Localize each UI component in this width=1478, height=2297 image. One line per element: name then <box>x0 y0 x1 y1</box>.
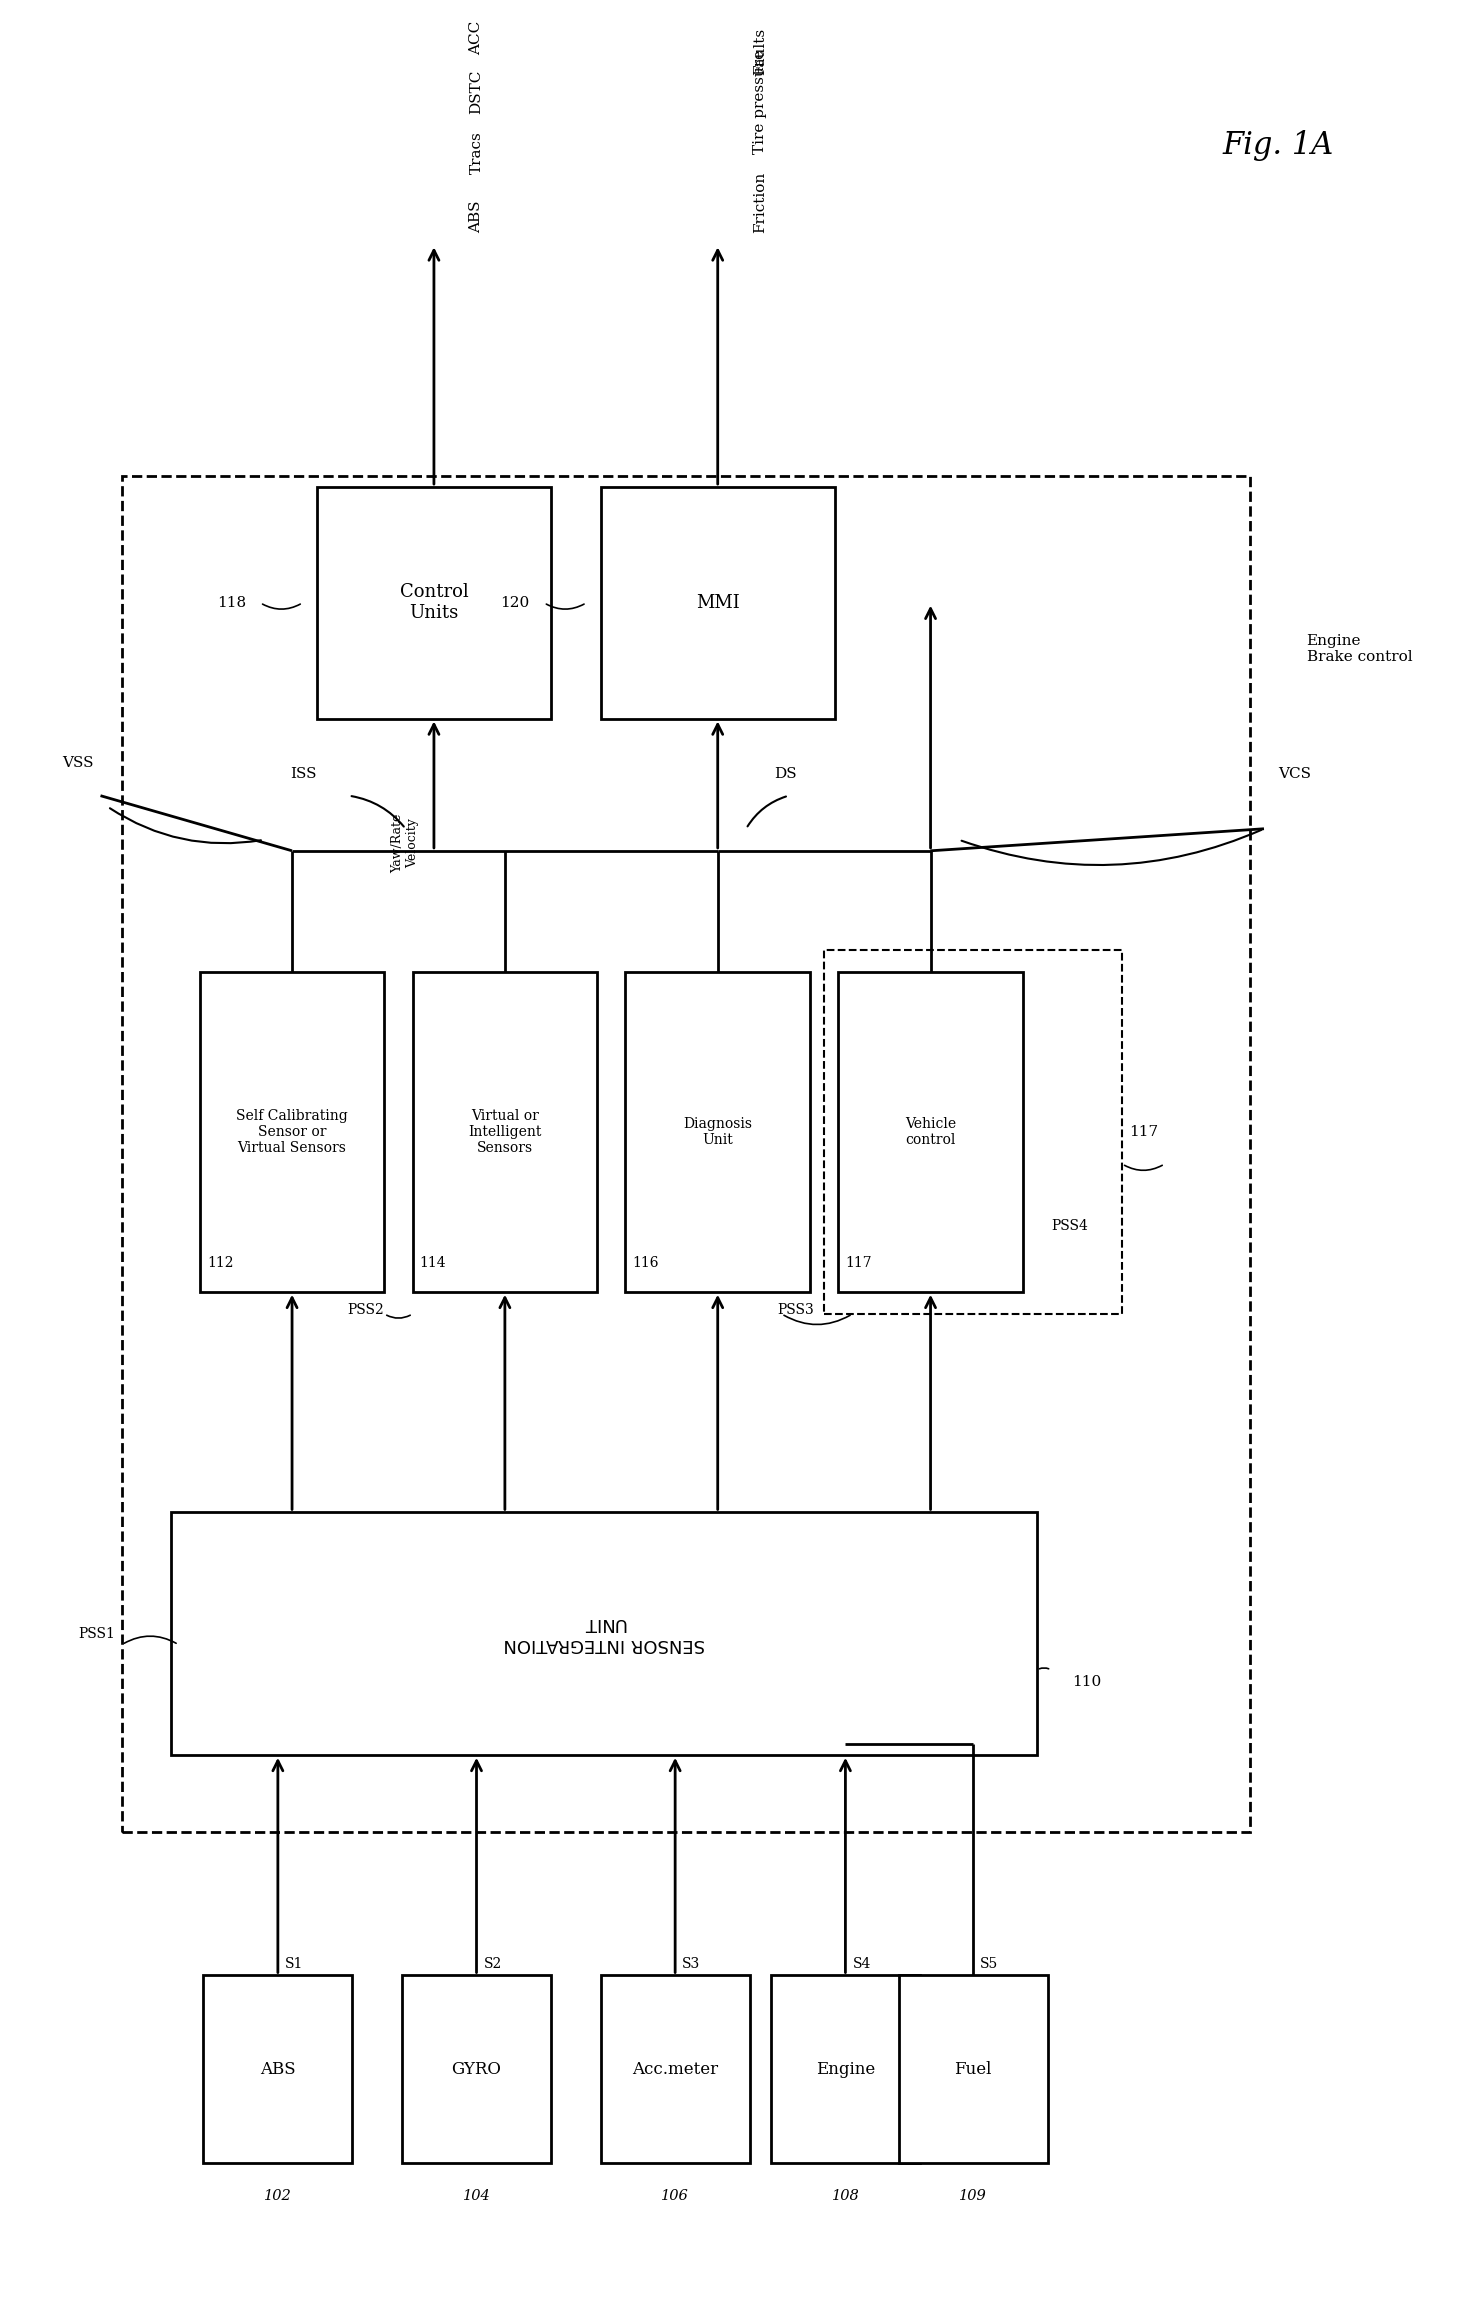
Text: VCS: VCS <box>1278 767 1311 781</box>
Text: PSS2: PSS2 <box>347 1302 384 1316</box>
Bar <box>204 1975 352 2164</box>
Text: Friction: Friction <box>754 172 767 234</box>
Text: 110: 110 <box>1073 1675 1101 1688</box>
Text: Self Calibrating
Sensor or
Virtual Sensors: Self Calibrating Sensor or Virtual Senso… <box>236 1109 347 1155</box>
Text: 114: 114 <box>420 1256 446 1270</box>
Bar <box>412 972 597 1291</box>
Text: Faults: Faults <box>754 28 767 74</box>
Text: VSS: VSS <box>62 756 93 769</box>
Text: 108: 108 <box>832 2189 859 2203</box>
Text: Tracs: Tracs <box>470 131 483 175</box>
Text: 116: 116 <box>633 1256 659 1270</box>
Text: Control
Units: Control Units <box>399 583 469 622</box>
Text: ABS: ABS <box>470 200 483 234</box>
Text: S4: S4 <box>853 1957 871 1971</box>
Text: PSS4: PSS4 <box>1051 1220 1088 1233</box>
Bar <box>200 972 384 1291</box>
Bar <box>838 972 1023 1291</box>
Bar <box>772 1975 919 2164</box>
Text: MMI: MMI <box>696 593 739 611</box>
Text: S5: S5 <box>980 1957 999 1971</box>
Bar <box>600 1975 749 2164</box>
Text: Tire pressure: Tire pressure <box>754 51 767 154</box>
Bar <box>899 1975 1048 2164</box>
Bar <box>121 475 1250 1833</box>
Text: GYRO: GYRO <box>452 2060 501 2079</box>
Text: 109: 109 <box>959 2189 987 2203</box>
Text: Fuel: Fuel <box>955 2060 992 2079</box>
Bar <box>171 1511 1038 1755</box>
Text: ABS: ABS <box>260 2060 296 2079</box>
Text: PSS1: PSS1 <box>78 1626 115 1640</box>
Text: Yaw/Rate
Velocity: Yaw/Rate Velocity <box>392 813 420 873</box>
Bar <box>825 951 1122 1314</box>
Text: Fig. 1A: Fig. 1A <box>1222 129 1333 161</box>
Text: S2: S2 <box>483 1957 503 1971</box>
Bar <box>316 487 551 719</box>
Text: 117: 117 <box>845 1256 872 1270</box>
Text: DSTC: DSTC <box>470 69 483 115</box>
Text: ISS: ISS <box>290 767 316 781</box>
Text: 112: 112 <box>207 1256 234 1270</box>
Text: S3: S3 <box>683 1957 701 1971</box>
Text: 106: 106 <box>661 2189 689 2203</box>
Text: 118: 118 <box>217 595 245 609</box>
Text: PSS3: PSS3 <box>777 1302 814 1316</box>
Text: ACC: ACC <box>470 21 483 55</box>
Bar <box>402 1975 551 2164</box>
Text: 104: 104 <box>463 2189 491 2203</box>
Bar <box>625 972 810 1291</box>
Text: S1: S1 <box>285 1957 303 1971</box>
Text: Vehicle
control: Vehicle control <box>905 1116 956 1146</box>
Text: DS: DS <box>774 767 797 781</box>
Text: Virtual or
Intelligent
Sensors: Virtual or Intelligent Sensors <box>469 1109 541 1155</box>
Text: 120: 120 <box>501 595 529 609</box>
Text: 117: 117 <box>1129 1126 1159 1139</box>
Text: Acc.meter: Acc.meter <box>633 2060 718 2079</box>
Text: 102: 102 <box>265 2189 291 2203</box>
Text: Engine
Brake control: Engine Brake control <box>1307 634 1411 664</box>
Text: SENSOR INTEGRATION
UNIT: SENSOR INTEGRATION UNIT <box>504 1615 705 1654</box>
Text: Engine: Engine <box>816 2060 875 2079</box>
Bar <box>600 487 835 719</box>
Text: Diagnosis
Unit: Diagnosis Unit <box>683 1116 752 1146</box>
